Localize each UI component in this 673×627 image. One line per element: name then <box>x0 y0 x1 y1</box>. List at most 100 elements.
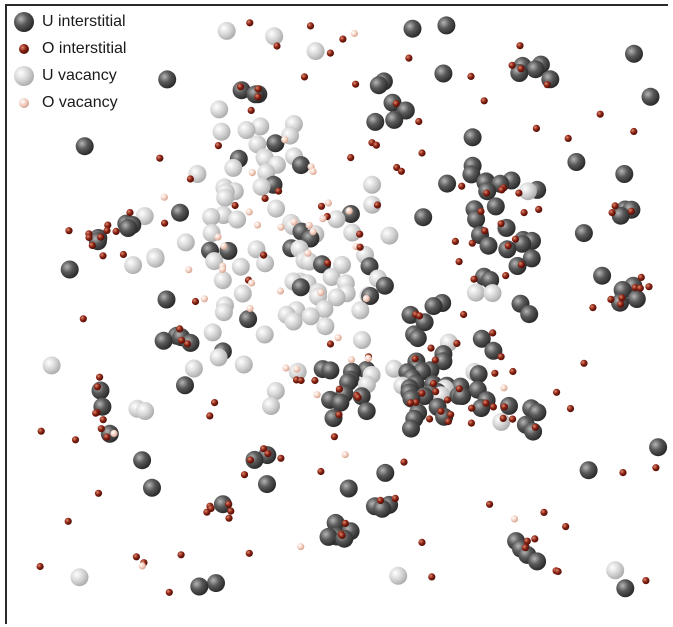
u-interstitial-atom <box>75 137 94 156</box>
o-interstitial-atom <box>203 508 211 516</box>
o-interstitial-atom <box>618 294 626 302</box>
u-vacancy-atom <box>237 121 256 140</box>
u-interstitial-atom <box>472 329 491 348</box>
o-interstitial-atom <box>97 425 105 433</box>
u-interstitial-atom <box>438 174 457 193</box>
u-interstitial-atom <box>319 527 338 546</box>
o-interstitial-atom <box>71 436 80 444</box>
u-interstitial-atom <box>641 87 660 106</box>
o-vacancy-atom <box>218 265 227 273</box>
o-interstitial-atom <box>260 251 268 259</box>
o-interstitial-atom <box>397 167 405 175</box>
o-interstitial-atom <box>352 80 360 88</box>
u-vacancy-atom <box>213 271 232 290</box>
o-vacancy-atom <box>362 295 370 303</box>
u-interstitial-atom <box>291 278 310 297</box>
o-interstitial-atom <box>532 124 541 132</box>
o-interstitial-atom <box>96 373 104 381</box>
o-interstitial-atom <box>627 207 636 215</box>
o-interstitial-atom <box>214 142 222 150</box>
u-interstitial-atom <box>611 206 630 225</box>
u-interstitial-atom <box>615 165 634 183</box>
o-interstitial-atom <box>227 507 235 515</box>
o-interstitial-atom <box>489 329 497 337</box>
u-vacancy-atom <box>251 117 270 136</box>
o-interstitial-atom <box>517 261 526 269</box>
u-vacancy-atom <box>184 359 203 378</box>
o-vacancy-atom <box>282 364 290 372</box>
u-interstitial-atom <box>366 112 385 131</box>
o-interstitial-atom <box>608 209 616 217</box>
u-vacancy-atom <box>301 307 320 326</box>
o-interstitial-atom <box>535 205 543 213</box>
o-interstitial-atom <box>500 403 508 411</box>
o-interstitial-atom <box>126 209 134 217</box>
o-interstitial-atom <box>508 415 517 423</box>
o-interstitial-atom <box>183 340 192 348</box>
o-interstitial-atom <box>338 531 346 540</box>
o-interstitial-atom <box>451 237 459 245</box>
legend-item-u-interstitial: U interstitial <box>10 8 126 35</box>
u-interstitial-atom <box>190 577 209 596</box>
o-interstitial-atom <box>254 93 262 101</box>
o-interstitial-atom <box>104 221 112 229</box>
o-vacancy-atom <box>185 266 193 274</box>
o-interstitial-atom <box>502 272 510 280</box>
o-vacancy-atom <box>341 451 349 459</box>
u-vacancy-atom <box>343 223 362 242</box>
u-vacancy-atom <box>262 397 280 415</box>
o-interstitial-atom <box>418 389 426 397</box>
o-interstitial-atom <box>400 458 408 466</box>
o-interstitial-atom <box>531 423 540 431</box>
u-interstitial-atom <box>498 240 517 259</box>
o-vacancy-atom <box>246 304 254 313</box>
u-vacancy-atom <box>316 317 335 336</box>
o-vacancy-atom <box>160 193 168 201</box>
o-interstitial-atom <box>437 407 445 415</box>
u-interstitial-atom <box>369 76 388 95</box>
o-vacancy-atom <box>245 208 253 216</box>
u-interstitial-atom <box>625 44 643 63</box>
o-interstitial-atom <box>444 417 452 426</box>
u-interstitial-atom <box>593 266 612 285</box>
u-interstitial-atom <box>434 352 453 371</box>
o-interstitial-atom <box>177 551 185 559</box>
o-interstitial-atom <box>562 523 570 531</box>
u-vacancy-atom <box>389 566 408 585</box>
o-interstitial-atom <box>520 209 528 217</box>
o-vacancy-atom <box>510 515 519 523</box>
o-interstitial-atom <box>311 376 319 385</box>
u-vacancy-atom <box>214 303 233 322</box>
o-vacancy-atom <box>297 543 305 551</box>
o-interstitial-atom <box>427 344 435 352</box>
o-interstitial-atom <box>443 396 452 404</box>
u-interstitial-atom <box>266 134 285 153</box>
o-interstitial-atom <box>497 353 505 361</box>
o-interstitial-atom <box>470 275 478 283</box>
u-interstitial-atom <box>649 438 668 457</box>
u-interstitial-atom <box>133 451 152 470</box>
o-interstitial-atom <box>468 404 476 412</box>
o-interstitial-atom <box>631 284 639 292</box>
u-interstitial-atom <box>616 579 635 598</box>
o-interstitial-atom <box>326 49 334 57</box>
u-interstitial-marker-icon <box>10 10 38 34</box>
o-interstitial-atom <box>554 567 562 576</box>
u-vacancy-atom <box>228 210 247 229</box>
u-vacancy-atom <box>176 233 195 252</box>
u-interstitial-atom <box>258 475 276 494</box>
u-vacancy-atom <box>284 312 303 331</box>
u-vacancy-atom <box>234 355 253 374</box>
o-interstitial-atom <box>225 500 233 508</box>
o-interstitial-atom <box>415 312 424 320</box>
u-interstitial-atom <box>434 64 453 83</box>
o-interstitial-atom <box>373 201 381 209</box>
u-interstitial-atom <box>469 365 488 384</box>
o-interstitial-atom <box>231 201 239 210</box>
u-vacancy-atom <box>252 177 271 196</box>
u-interstitial-atom <box>321 361 340 380</box>
u-vacancy-atom <box>518 182 537 201</box>
o-interstitial-atom <box>245 549 253 557</box>
o-interstitial-atom <box>191 297 200 306</box>
